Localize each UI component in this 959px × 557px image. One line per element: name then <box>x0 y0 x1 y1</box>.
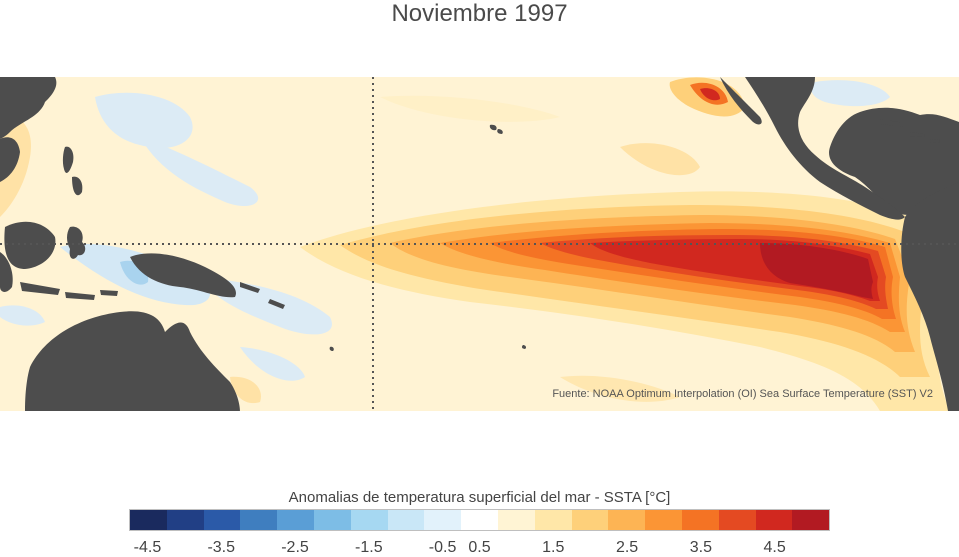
el-nino-warm-tongue <box>300 191 950 411</box>
colorbar-segment <box>240 510 278 530</box>
colorbar-tick-label: -0.5 <box>428 539 457 556</box>
south-america-landmass <box>901 182 959 411</box>
colorbar-segment <box>387 510 425 530</box>
map-title: Noviembre 1997 <box>391 0 568 27</box>
colorbar-segment <box>792 510 830 530</box>
colorbar <box>129 509 830 531</box>
data-source-caption: Fuente: NOAA Optimum Interpolation (OI) … <box>552 388 933 400</box>
colorbar-segment <box>755 510 793 530</box>
borneo-landmass <box>4 221 56 269</box>
colorbar-segment <box>645 510 682 530</box>
colorbar-segment <box>130 510 167 530</box>
colorbar-segment <box>571 510 609 530</box>
colorbar-segment <box>461 510 498 530</box>
land-masses <box>0 77 959 411</box>
colorbar-tick-label: -2.5 <box>281 539 309 556</box>
colorbar-segment <box>497 510 535 530</box>
reference-gridlines <box>0 77 959 411</box>
colorbar-segment <box>313 510 351 530</box>
colorbar-segment <box>350 510 388 530</box>
sst-anomaly-map <box>0 77 959 411</box>
colorbar-segment <box>534 510 572 530</box>
asia-landmass <box>0 77 57 139</box>
colorbar-tick-label: -1.5 <box>355 539 383 556</box>
sulawesi-landmass <box>67 226 86 259</box>
colorbar-tick-label: 4.5 <box>763 539 786 556</box>
colorbar-ticks: -4.5 -3.5 -2.5 -1.5 -0.5 0.5 1.5 2.5 3.5 4.5 <box>129 539 830 557</box>
colorbar-segment <box>277 510 314 530</box>
colorbar-segment <box>166 510 204 530</box>
colorbar-segment <box>203 510 241 530</box>
cool-anomaly-patches <box>0 80 910 381</box>
colorbar-segment <box>608 510 646 530</box>
colorbar-tick-label: 2.5 <box>615 539 639 556</box>
sumatra-landmass <box>0 252 13 292</box>
philippines-islands <box>62 146 83 196</box>
indochina-landmass <box>0 137 20 182</box>
colorbar-tick-label: 1.5 <box>542 539 565 556</box>
colorbar-title: Anomalias de temperatura superficial del… <box>288 489 671 506</box>
colorbar-tick-label: -4.5 <box>133 539 162 556</box>
australia-landmass <box>25 311 240 411</box>
new-guinea-landmass <box>130 253 236 298</box>
solomon-islands <box>240 282 285 309</box>
indonesia-islands <box>20 282 118 300</box>
colorbar-segment <box>424 510 462 530</box>
caribbean-islands <box>880 119 940 143</box>
colorbar-segment <box>681 510 719 530</box>
north-america-landmass <box>715 77 959 215</box>
mexico-landmass <box>745 77 905 220</box>
colorbar-segment <box>718 510 756 530</box>
colorbar-tick-label: 0.5 <box>468 539 491 556</box>
baja-california <box>720 77 762 125</box>
colorbar-tick-label: 3.5 <box>689 539 712 556</box>
colorbar-tick-label: -3.5 <box>207 539 236 556</box>
